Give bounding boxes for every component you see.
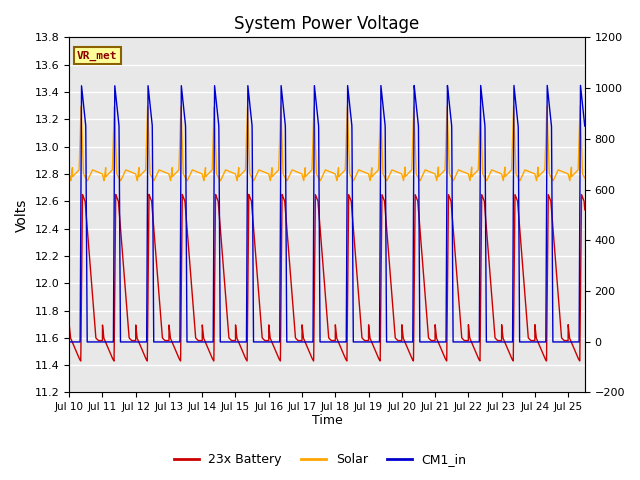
X-axis label: Time: Time xyxy=(312,414,342,427)
Legend: 23x Battery, Solar, CM1_in: 23x Battery, Solar, CM1_in xyxy=(168,448,472,471)
Text: VR_met: VR_met xyxy=(77,51,117,61)
Y-axis label: Volts: Volts xyxy=(15,198,29,231)
Title: System Power Voltage: System Power Voltage xyxy=(234,15,420,33)
